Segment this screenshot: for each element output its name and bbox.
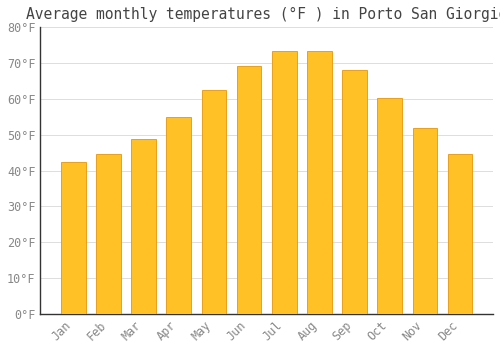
Bar bbox=[166, 117, 191, 314]
Title: Average monthly temperatures (°F ) in Porto San Giorgio: Average monthly temperatures (°F ) in Po… bbox=[26, 7, 500, 22]
Bar bbox=[378, 98, 402, 314]
Bar bbox=[131, 139, 156, 314]
Bar bbox=[448, 154, 472, 314]
Bar bbox=[412, 128, 438, 314]
Bar bbox=[96, 154, 120, 314]
Bar bbox=[272, 51, 296, 314]
Bar bbox=[202, 90, 226, 314]
Bar bbox=[237, 66, 262, 314]
Bar bbox=[307, 51, 332, 314]
Bar bbox=[61, 162, 86, 314]
Bar bbox=[342, 70, 367, 314]
